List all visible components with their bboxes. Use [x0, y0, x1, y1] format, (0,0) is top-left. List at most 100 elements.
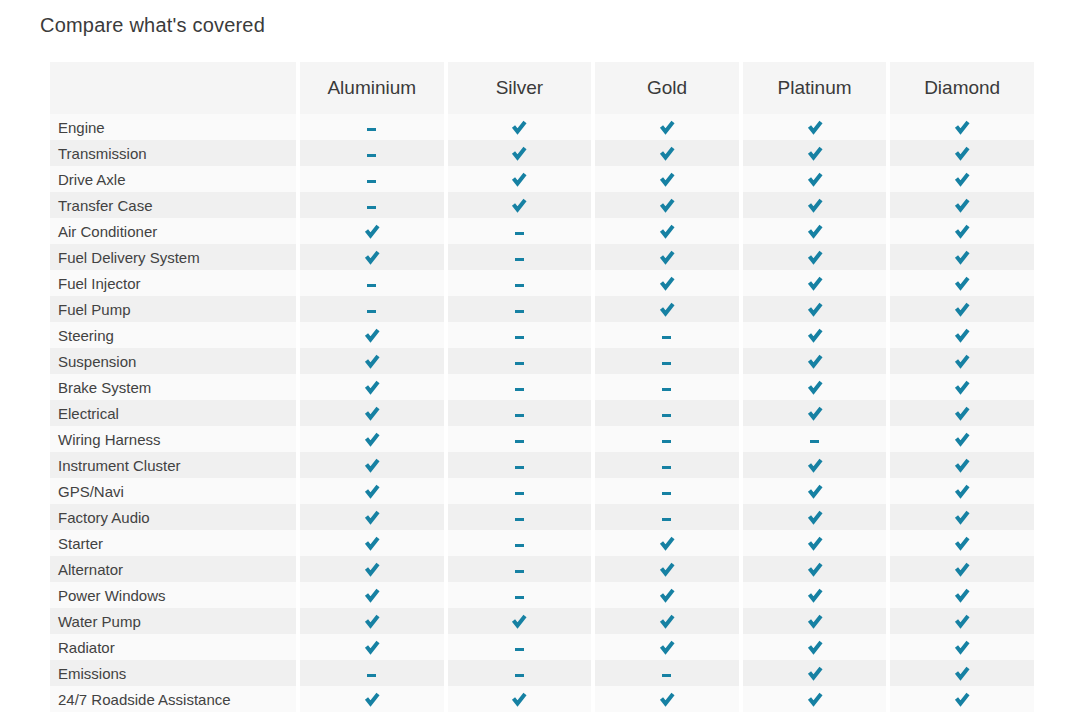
- dash-icon: [515, 544, 524, 547]
- coverage-cell: [890, 530, 1034, 556]
- dash-icon: [662, 674, 671, 677]
- coverage-cell: [890, 660, 1034, 686]
- coverage-cell: [300, 218, 444, 244]
- coverage-cell: [595, 400, 739, 426]
- dash-icon: [515, 674, 524, 677]
- check-icon: [659, 562, 675, 577]
- dash-icon: [515, 648, 524, 651]
- feature-label: Fuel Delivery System: [50, 244, 296, 270]
- coverage-cell: [595, 660, 739, 686]
- dash-icon: [367, 674, 376, 677]
- coverage-cell: [448, 218, 592, 244]
- table-row: 24/7 Roadside Assistance: [50, 686, 1034, 712]
- coverage-cell: [448, 582, 592, 608]
- coverage-cell: [743, 244, 887, 270]
- check-icon: [807, 588, 823, 603]
- coverage-cell: [890, 192, 1034, 218]
- dash-icon: [515, 310, 524, 313]
- coverage-cell: [448, 660, 592, 686]
- coverage-cell: [448, 374, 592, 400]
- coverage-cell: [890, 400, 1034, 426]
- feature-label: Transmission: [50, 140, 296, 166]
- feature-label: Instrument Cluster: [50, 452, 296, 478]
- coverage-cell: [743, 556, 887, 582]
- dash-icon: [662, 414, 671, 417]
- check-icon: [807, 458, 823, 473]
- check-icon: [364, 380, 380, 395]
- table-header-row: AluminiumSilverGoldPlatinumDiamond: [50, 62, 1034, 114]
- check-icon: [954, 198, 970, 213]
- table-row: Steering: [50, 322, 1034, 348]
- coverage-cell: [448, 426, 592, 452]
- dash-icon: [515, 466, 524, 469]
- dash-icon: [662, 362, 671, 365]
- check-icon: [659, 146, 675, 161]
- check-icon: [364, 406, 380, 421]
- check-icon: [807, 484, 823, 499]
- coverage-cell: [448, 166, 592, 192]
- coverage-cell: [300, 660, 444, 686]
- coverage-cell: [743, 114, 887, 140]
- check-icon: [807, 640, 823, 655]
- feature-label: Drive Axle: [50, 166, 296, 192]
- coverage-cell: [595, 140, 739, 166]
- coverage-cell: [595, 192, 739, 218]
- feature-label: Starter: [50, 530, 296, 556]
- coverage-cell: [890, 478, 1034, 504]
- coverage-cell: [743, 374, 887, 400]
- coverage-cell: [890, 114, 1034, 140]
- check-icon: [807, 172, 823, 187]
- check-icon: [954, 614, 970, 629]
- check-icon: [807, 302, 823, 317]
- check-icon: [364, 250, 380, 265]
- coverage-cell: [448, 192, 592, 218]
- check-icon: [659, 198, 675, 213]
- table-row: Transmission: [50, 140, 1034, 166]
- feature-label: Air Conditioner: [50, 218, 296, 244]
- feature-label: Factory Audio: [50, 504, 296, 530]
- feature-label: Water Pump: [50, 608, 296, 634]
- table-row: Fuel Pump: [50, 296, 1034, 322]
- coverage-cell: [743, 270, 887, 296]
- coverage-comparison-table: AluminiumSilverGoldPlatinumDiamond Engin…: [50, 62, 1034, 712]
- coverage-cell: [890, 634, 1034, 660]
- coverage-cell: [595, 452, 739, 478]
- coverage-cell: [595, 166, 739, 192]
- coverage-cell: [890, 686, 1034, 712]
- dash-icon: [662, 518, 671, 521]
- feature-label: 24/7 Roadside Assistance: [50, 686, 296, 712]
- coverage-cell: [743, 582, 887, 608]
- check-icon: [954, 302, 970, 317]
- check-icon: [954, 354, 970, 369]
- header-empty-cell: [50, 62, 296, 114]
- coverage-cell: [743, 660, 887, 686]
- coverage-cell: [448, 348, 592, 374]
- check-icon: [364, 640, 380, 655]
- check-icon: [954, 406, 970, 421]
- check-icon: [954, 510, 970, 525]
- table-body: EngineTransmissionDrive AxleTransfer Cas…: [50, 114, 1034, 712]
- check-icon: [659, 302, 675, 317]
- coverage-cell: [743, 452, 887, 478]
- check-icon: [511, 198, 527, 213]
- coverage-cell: [890, 374, 1034, 400]
- check-icon: [807, 614, 823, 629]
- coverage-cell: [300, 504, 444, 530]
- coverage-cell: [300, 426, 444, 452]
- check-icon: [511, 614, 527, 629]
- coverage-cell: [595, 322, 739, 348]
- coverage-cell: [743, 166, 887, 192]
- coverage-cell: [890, 452, 1034, 478]
- table-row: Power Windows: [50, 582, 1034, 608]
- feature-label: Steering: [50, 322, 296, 348]
- feature-label: Alternator: [50, 556, 296, 582]
- plan-column-header: Platinum: [743, 62, 887, 114]
- coverage-cell: [595, 244, 739, 270]
- coverage-cell: [448, 556, 592, 582]
- check-icon: [659, 640, 675, 655]
- feature-label: GPS/Navi: [50, 478, 296, 504]
- coverage-cell: [890, 140, 1034, 166]
- coverage-cell: [448, 114, 592, 140]
- check-icon: [807, 276, 823, 291]
- check-icon: [954, 276, 970, 291]
